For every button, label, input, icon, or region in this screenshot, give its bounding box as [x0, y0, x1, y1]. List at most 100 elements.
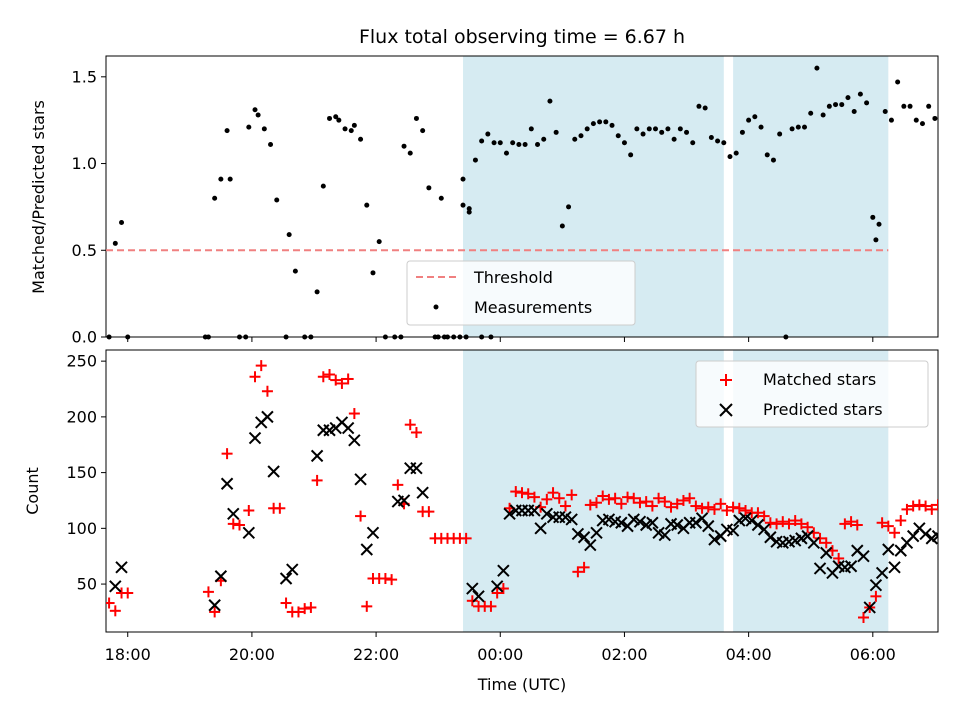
measurement-point: [438, 195, 444, 201]
measurement-point: [820, 112, 826, 118]
measurement-point: [621, 140, 627, 146]
measurement-point: [913, 117, 919, 123]
predicted-stars-point: [354, 473, 367, 486]
matched-stars-point: [845, 516, 857, 528]
measurement-point: [814, 65, 820, 71]
measurement-point: [857, 91, 863, 97]
measurement-point: [286, 232, 292, 238]
measurement-point: [407, 150, 413, 156]
matched-stars-point: [659, 496, 671, 508]
measurement-point: [351, 122, 357, 128]
matched-stars-point: [913, 499, 925, 511]
matched-legend-marker: [720, 374, 732, 386]
measurement-point: [870, 214, 876, 220]
matched-stars-point: [591, 497, 603, 509]
matched-stars-point: [603, 493, 615, 505]
bottom-y-tick-label: 250: [66, 352, 97, 371]
measurement-point: [603, 119, 609, 125]
predicted-stars-point: [503, 507, 516, 521]
measurement-point: [246, 124, 252, 130]
matched-stars-point: [342, 373, 354, 385]
predicted-stars-point: [397, 494, 411, 507]
matched-stars-point: [839, 518, 851, 530]
predicted-stars-point: [857, 549, 870, 563]
matched-stars-point: [209, 606, 221, 618]
top-panel: Matched/Predicted stars Threshold Measur…: [29, 55, 939, 347]
predicted-stars-point: [584, 538, 597, 552]
measurement-point: [106, 334, 112, 340]
measurement-point: [292, 268, 298, 274]
matched-stars-point: [901, 503, 913, 515]
measurement-point: [802, 124, 808, 130]
predicted-stars-point: [227, 507, 240, 521]
matched-stars-point: [249, 371, 261, 383]
matched-stars-point: [261, 385, 273, 397]
top-y-tick-label: 0.0: [72, 328, 97, 347]
measurement-point: [398, 334, 404, 340]
matched-stars-point: [771, 518, 783, 530]
measurement-point: [376, 239, 382, 245]
matched-stars-point: [634, 497, 646, 509]
measurement-point: [227, 176, 233, 182]
measurement-point: [839, 102, 845, 108]
measurement-point: [224, 128, 230, 134]
matched-stars-point: [889, 527, 901, 539]
predicted-stars-point: [577, 531, 591, 544]
matched-stars-point: [227, 518, 239, 530]
matched-stars-point: [758, 510, 770, 522]
predicted-stars-point: [813, 562, 827, 575]
top-shaded-interval: [733, 56, 889, 337]
predicted-stars-point: [708, 533, 721, 546]
measurement-point: [851, 109, 857, 115]
matched-stars-point: [386, 574, 398, 586]
matched-stars-point: [715, 498, 727, 510]
measurement-point: [460, 202, 466, 208]
measurement-point: [640, 131, 646, 137]
matched-stars-point: [851, 519, 863, 531]
matched-stars-point: [820, 537, 832, 549]
measurement-point: [348, 128, 354, 134]
measurement-point: [932, 115, 938, 121]
measurement-point: [420, 128, 426, 134]
matched-stars-point: [274, 502, 286, 514]
measurement-point: [715, 138, 721, 144]
matched-stars-point: [702, 501, 714, 513]
predicted-stars-point: [919, 527, 932, 541]
measurement-point: [702, 105, 708, 111]
predicted-legend-marker: [719, 403, 733, 417]
top-markers: [106, 65, 938, 340]
measurement-point: [919, 121, 925, 127]
matched-stars-point: [597, 490, 609, 502]
predicted-stars-point: [757, 523, 771, 536]
measurement-point: [671, 136, 677, 142]
matched-stars-point: [516, 487, 528, 499]
predicted-stars-point: [726, 524, 740, 537]
measurement-point: [882, 109, 888, 115]
measurement-point: [426, 185, 432, 191]
measurement-point: [764, 152, 770, 158]
matched-stars-point: [895, 515, 907, 527]
top-legend-box: [406, 260, 636, 326]
measurement-point: [451, 334, 457, 340]
matched-stars-point: [665, 501, 677, 513]
top-y-tick-label: 1.0: [72, 154, 97, 173]
measurement-point: [566, 204, 572, 210]
measurement-point: [646, 126, 652, 132]
bottom-y-tick-label: 100: [66, 519, 97, 538]
measurement-point: [845, 95, 851, 101]
predicted-stars-point: [658, 528, 672, 542]
measurement-point: [547, 98, 553, 104]
top-y-tick-label: 1.5: [72, 67, 97, 86]
matched-stars-point: [528, 491, 540, 503]
predicted-stars-point: [702, 519, 715, 533]
matched-stars-point: [330, 374, 342, 386]
measurement-point: [578, 133, 584, 139]
predicted-stars-point: [764, 531, 777, 544]
measurement-point: [634, 126, 640, 132]
predicted-stars-point: [565, 513, 578, 526]
predicted-stars-point: [646, 516, 659, 529]
matched-stars-point: [615, 498, 627, 510]
matched-stars-point: [233, 519, 245, 531]
measurement-point: [463, 334, 469, 340]
predicted-stars-point: [366, 526, 380, 540]
